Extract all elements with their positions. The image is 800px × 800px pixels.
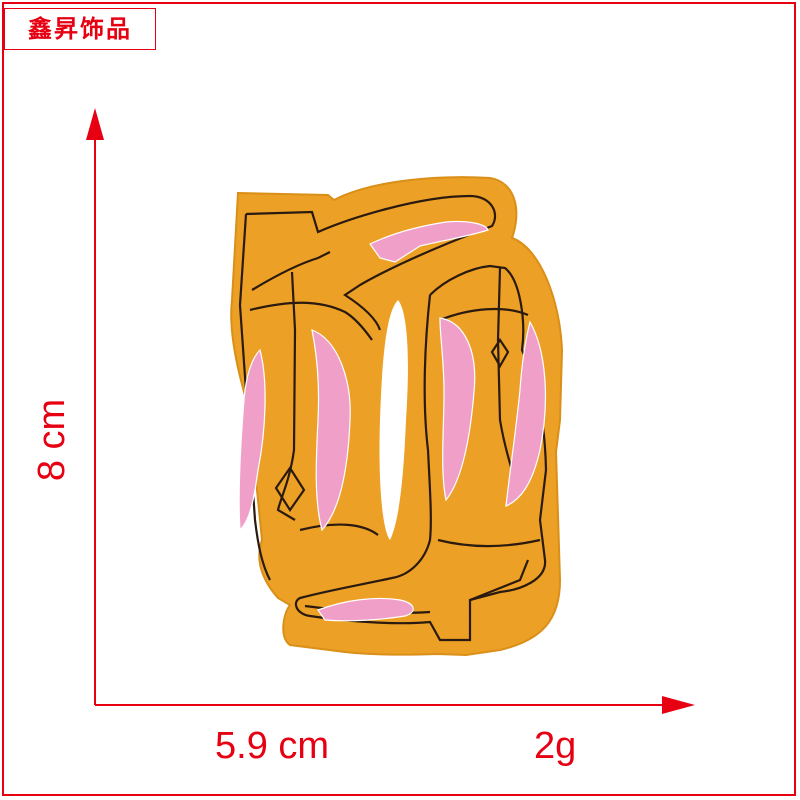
width-dimension-label: 5.9 cm [215,725,330,767]
height-arrow-head [86,108,104,140]
height-dimension-label: 8 cm [31,398,73,482]
patch-slot [379,300,408,540]
brand-logo: 鑫昇饰品 [4,8,156,50]
weight-label: 2g [534,725,577,767]
pink-embroidery-motifs [238,220,547,622]
measurement-axes [86,108,695,714]
width-arrow-head [662,696,695,714]
left-boot-embroidery [238,194,497,581]
